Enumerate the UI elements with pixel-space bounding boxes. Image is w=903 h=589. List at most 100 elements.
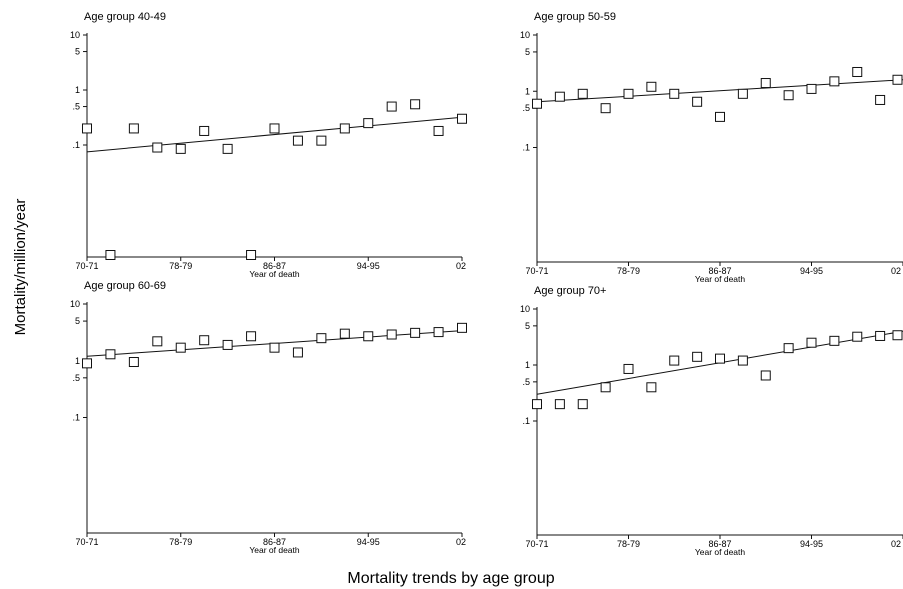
- x-axis-label: Year of death: [695, 274, 746, 284]
- y-tick-label: 10: [520, 30, 530, 40]
- data-point: [829, 335, 840, 346]
- x-tick-label: 94-95: [800, 539, 823, 549]
- x-tick-label: 02: [891, 539, 901, 549]
- panel-age-60-69: Age group 60-69 10 5 1 .5 .1 70-71 78-79 86-87 94…: [70, 280, 467, 555]
- data-point: [199, 125, 210, 136]
- data-point: [875, 94, 886, 105]
- data-point: [783, 90, 794, 101]
- data-point: [316, 333, 327, 344]
- y-tick-label: .1: [72, 413, 80, 423]
- data-point: [829, 76, 840, 87]
- data-point: [316, 135, 327, 146]
- data-point: [246, 331, 257, 342]
- y-tick-label: 10: [520, 304, 530, 314]
- data-point: [199, 335, 210, 346]
- panel-age-40-49: Age group 40-49 10 5 1 .5 .1 70-71 78-79 86-87 94…: [70, 11, 467, 279]
- panel-age-50-59: Age group 50-59 10 5 1 .5 .1 70-71 78-79 86-87 94…: [520, 11, 903, 284]
- data-point: [339, 123, 350, 134]
- x-tick-label: 70-71: [525, 266, 548, 276]
- data-point: [760, 78, 771, 89]
- data-point: [82, 123, 92, 134]
- data-point: [852, 331, 863, 342]
- y-tick-label: .1: [522, 143, 530, 153]
- data-point: [386, 101, 397, 112]
- data-point: [339, 328, 350, 339]
- x-tick-label: 78-79: [169, 537, 192, 547]
- panel-title: Age group 50-59: [534, 11, 616, 23]
- x-axis-label: Year of death: [695, 547, 746, 557]
- data-point: [760, 370, 771, 381]
- x-tick-label: 94-95: [357, 261, 380, 271]
- chart-panels: Age group 40-49 10 5 1 .5 .1 70-71 78-79 86-87 94…: [70, 11, 903, 557]
- x-tick-label: 78-79: [169, 261, 192, 271]
- data-point: [692, 351, 703, 362]
- data-point: [806, 337, 817, 348]
- y-axis-label: Mortality/million/year: [12, 199, 29, 336]
- data-point: [554, 91, 565, 102]
- data-point: [292, 347, 303, 358]
- data-point: [600, 382, 611, 393]
- data-point: [152, 142, 163, 153]
- data-point: [669, 88, 680, 99]
- x-tick-label: 94-95: [800, 266, 823, 276]
- data-point: [577, 399, 588, 410]
- data-point: [246, 250, 257, 260]
- y-tick-label: 10: [70, 299, 80, 309]
- data-point: [175, 143, 186, 154]
- data-point: [105, 250, 116, 260]
- y-tick-label: 10: [70, 30, 80, 40]
- data-point: [852, 66, 863, 77]
- data-point: [222, 339, 233, 350]
- y-tick-label: 5: [525, 321, 530, 331]
- y-tick-label: 5: [525, 47, 530, 57]
- x-tick-label: 86-87: [708, 539, 731, 549]
- data-point: [623, 88, 634, 99]
- trend-line: [536, 79, 903, 103]
- data-point: [457, 322, 467, 333]
- data-point: [715, 353, 725, 364]
- data-point: [105, 349, 116, 360]
- data-point: [457, 113, 467, 124]
- data-point: [175, 342, 186, 353]
- data-point: [152, 336, 163, 347]
- data-point: [715, 111, 725, 122]
- data-point: [222, 143, 233, 154]
- data-point: [692, 96, 703, 107]
- x-tick-label: 70-71: [525, 539, 548, 549]
- data-point: [646, 382, 657, 393]
- y-tick-label: .5: [72, 373, 80, 383]
- trend-line: [86, 116, 463, 153]
- data-point: [623, 363, 634, 374]
- panel-title: Age group 60-69: [84, 280, 166, 292]
- data-point: [737, 88, 748, 99]
- y-tick-label: .5: [522, 377, 530, 387]
- y-tick-label: 1: [525, 360, 530, 370]
- data-point: [292, 135, 303, 146]
- data-point: [669, 355, 680, 366]
- data-point: [363, 331, 374, 342]
- data-point: [410, 327, 421, 338]
- data-point: [269, 123, 280, 134]
- data-point: [82, 358, 92, 369]
- panel-title: Age group 40-49: [84, 11, 166, 23]
- x-tick-label: 02: [456, 537, 466, 547]
- x-axis-label: Year of death: [249, 545, 300, 555]
- x-tick-label: 02: [456, 261, 466, 271]
- data-point: [410, 99, 421, 110]
- y-tick-label: 5: [75, 47, 80, 57]
- x-axis-label: Year of death: [249, 269, 300, 279]
- data-point: [269, 342, 280, 353]
- x-tick-label: 86-87: [708, 266, 731, 276]
- data-point: [363, 118, 374, 129]
- data-point: [737, 355, 748, 366]
- data-point: [128, 357, 139, 368]
- data-point: [532, 399, 542, 410]
- x-tick-label: 70-71: [75, 261, 98, 271]
- data-point: [892, 74, 903, 85]
- x-tick-label: 78-79: [617, 539, 640, 549]
- data-point: [892, 330, 903, 341]
- data-point: [875, 330, 886, 341]
- y-tick-label: .5: [72, 102, 80, 112]
- panel-title: Age group 70+: [534, 285, 606, 297]
